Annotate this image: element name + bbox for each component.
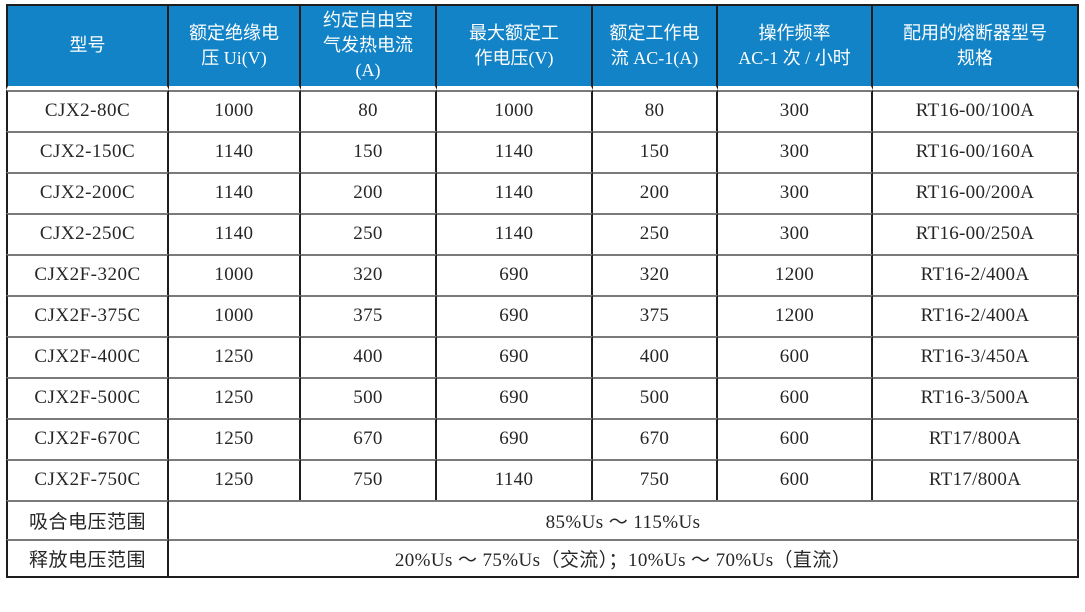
cell-insulation-voltage: 1000 — [169, 294, 301, 336]
cell-model: CJX2F-375C — [6, 294, 169, 336]
pickup-voltage-row: 吸合电压范围 85%Us ～ 115%Us — [6, 499, 1079, 539]
table-row: CJX2-150C 1140 150 1140 150 300 RT16-00/… — [6, 130, 1079, 172]
cell-model: CJX2-250C — [6, 212, 169, 254]
cell-operating-frequency: 600 — [718, 335, 873, 377]
cell-insulation-voltage: 1000 — [169, 89, 301, 131]
table-row: CJX2F-320C 1000 320 690 320 1200 RT16-2/… — [6, 253, 1079, 295]
cell-max-working-voltage: 1140 — [437, 130, 593, 172]
cell-working-current: 750 — [593, 458, 718, 500]
cell-fuse-spec: RT17/800A — [873, 417, 1079, 459]
cell-working-current: 670 — [593, 417, 718, 459]
cell-model: CJX2F-670C — [6, 417, 169, 459]
cell-max-working-voltage: 690 — [437, 335, 593, 377]
cell-working-current: 320 — [593, 253, 718, 295]
table-row: CJX2-200C 1140 200 1140 200 300 RT16-00/… — [6, 171, 1079, 213]
release-voltage-row: 释放电压范围 20%Us ～ 75%Us（交流）；10%Us ～ 70%Us（直… — [6, 538, 1079, 578]
pickup-voltage-label: 吸合电压范围 — [6, 499, 169, 539]
cell-thermal-current: 500 — [301, 376, 437, 418]
cell-fuse-spec: RT16-2/400A — [873, 253, 1079, 295]
cell-max-working-voltage: 690 — [437, 376, 593, 418]
cell-operating-frequency: 1200 — [718, 253, 873, 295]
cell-fuse-spec: RT16-3/450A — [873, 335, 1079, 377]
cell-thermal-current: 150 — [301, 130, 437, 172]
table-row: CJX2F-375C 1000 375 690 375 1200 RT16-2/… — [6, 294, 1079, 336]
cell-working-current: 375 — [593, 294, 718, 336]
cell-working-current: 250 — [593, 212, 718, 254]
cell-insulation-voltage: 1250 — [169, 417, 301, 459]
cell-operating-frequency: 300 — [718, 130, 873, 172]
table-row: CJX2F-400C 1250 400 690 400 600 RT16-3/4… — [6, 335, 1079, 377]
pickup-voltage-value: 85%Us ～ 115%Us — [169, 499, 1079, 539]
header-row: 型号 额定绝缘电 压 Ui(V) 约定自由空 气发热电流 (A) 最大额定工 作… — [6, 4, 1079, 90]
cell-operating-frequency: 300 — [718, 212, 873, 254]
cell-working-current: 500 — [593, 376, 718, 418]
table-row: CJX2-250C 1140 250 1140 250 300 RT16-00/… — [6, 212, 1079, 254]
column-header-thermal-current: 约定自由空 气发热电流 (A) — [301, 4, 437, 90]
table-row: CJX2F-500C 1250 500 690 500 600 RT16-3/5… — [6, 376, 1079, 418]
table-row: CJX2F-670C 1250 670 690 670 600 RT17/800… — [6, 417, 1079, 459]
cell-insulation-voltage: 1140 — [169, 212, 301, 254]
column-header-working-current: 额定工作电 流 AC-1(A) — [593, 4, 718, 90]
cell-operating-frequency: 600 — [718, 417, 873, 459]
cell-fuse-spec: RT16-3/500A — [873, 376, 1079, 418]
column-header-fuse-spec: 配用的熔断器型号 规格 — [873, 4, 1079, 90]
cell-fuse-spec: RT16-00/250A — [873, 212, 1079, 254]
cell-thermal-current: 250 — [301, 212, 437, 254]
column-header-operating-frequency: 操作频率 AC-1 次 / 小时 — [718, 4, 873, 90]
cell-max-working-voltage: 1140 — [437, 171, 593, 213]
cell-model: CJX2-200C — [6, 171, 169, 213]
cell-thermal-current: 750 — [301, 458, 437, 500]
cell-insulation-voltage: 1000 — [169, 253, 301, 295]
cell-max-working-voltage: 690 — [437, 253, 593, 295]
cell-insulation-voltage: 1140 — [169, 171, 301, 213]
cell-fuse-spec: RT16-00/100A — [873, 89, 1079, 131]
cell-fuse-spec: RT16-2/400A — [873, 294, 1079, 336]
cell-working-current: 150 — [593, 130, 718, 172]
cell-max-working-voltage: 690 — [437, 294, 593, 336]
column-header-max-working-voltage: 最大额定工 作电压(V) — [437, 4, 593, 90]
cell-operating-frequency: 1200 — [718, 294, 873, 336]
cell-insulation-voltage: 1250 — [169, 376, 301, 418]
cell-max-working-voltage: 1140 — [437, 212, 593, 254]
cell-max-working-voltage: 690 — [437, 417, 593, 459]
cell-max-working-voltage: 1140 — [437, 458, 593, 500]
cell-operating-frequency: 300 — [718, 89, 873, 131]
contactor-spec-table: 型号 额定绝缘电 压 Ui(V) 约定自由空 气发热电流 (A) 最大额定工 作… — [6, 4, 1079, 578]
cell-model: CJX2-80C — [6, 89, 169, 131]
release-voltage-label: 释放电压范围 — [6, 538, 169, 578]
cell-model: CJX2F-320C — [6, 253, 169, 295]
cell-working-current: 80 — [593, 89, 718, 131]
cell-model: CJX2F-750C — [6, 458, 169, 500]
table-row: CJX2F-750C 1250 750 1140 750 600 RT17/80… — [6, 458, 1079, 500]
cell-insulation-voltage: 1250 — [169, 335, 301, 377]
cell-thermal-current: 80 — [301, 89, 437, 131]
table-row: CJX2-80C 1000 80 1000 80 300 RT16-00/100… — [6, 89, 1079, 131]
cell-model: CJX2F-400C — [6, 335, 169, 377]
cell-insulation-voltage: 1250 — [169, 458, 301, 500]
cell-operating-frequency: 300 — [718, 171, 873, 213]
cell-operating-frequency: 600 — [718, 376, 873, 418]
release-voltage-value: 20%Us ～ 75%Us（交流）；10%Us ～ 70%Us（直流） — [169, 538, 1079, 578]
cell-max-working-voltage: 1000 — [437, 89, 593, 131]
cell-fuse-spec: RT16-00/200A — [873, 171, 1079, 213]
cell-thermal-current: 200 — [301, 171, 437, 213]
cell-thermal-current: 320 — [301, 253, 437, 295]
cell-fuse-spec: RT17/800A — [873, 458, 1079, 500]
cell-working-current: 400 — [593, 335, 718, 377]
cell-operating-frequency: 600 — [718, 458, 873, 500]
cell-thermal-current: 375 — [301, 294, 437, 336]
column-header-model: 型号 — [6, 4, 169, 90]
cell-thermal-current: 400 — [301, 335, 437, 377]
cell-model: CJX2-150C — [6, 130, 169, 172]
cell-model: CJX2F-500C — [6, 376, 169, 418]
column-header-insulation-voltage: 额定绝缘电 压 Ui(V) — [169, 4, 301, 90]
cell-working-current: 200 — [593, 171, 718, 213]
cell-thermal-current: 670 — [301, 417, 437, 459]
cell-insulation-voltage: 1140 — [169, 130, 301, 172]
cell-fuse-spec: RT16-00/160A — [873, 130, 1079, 172]
